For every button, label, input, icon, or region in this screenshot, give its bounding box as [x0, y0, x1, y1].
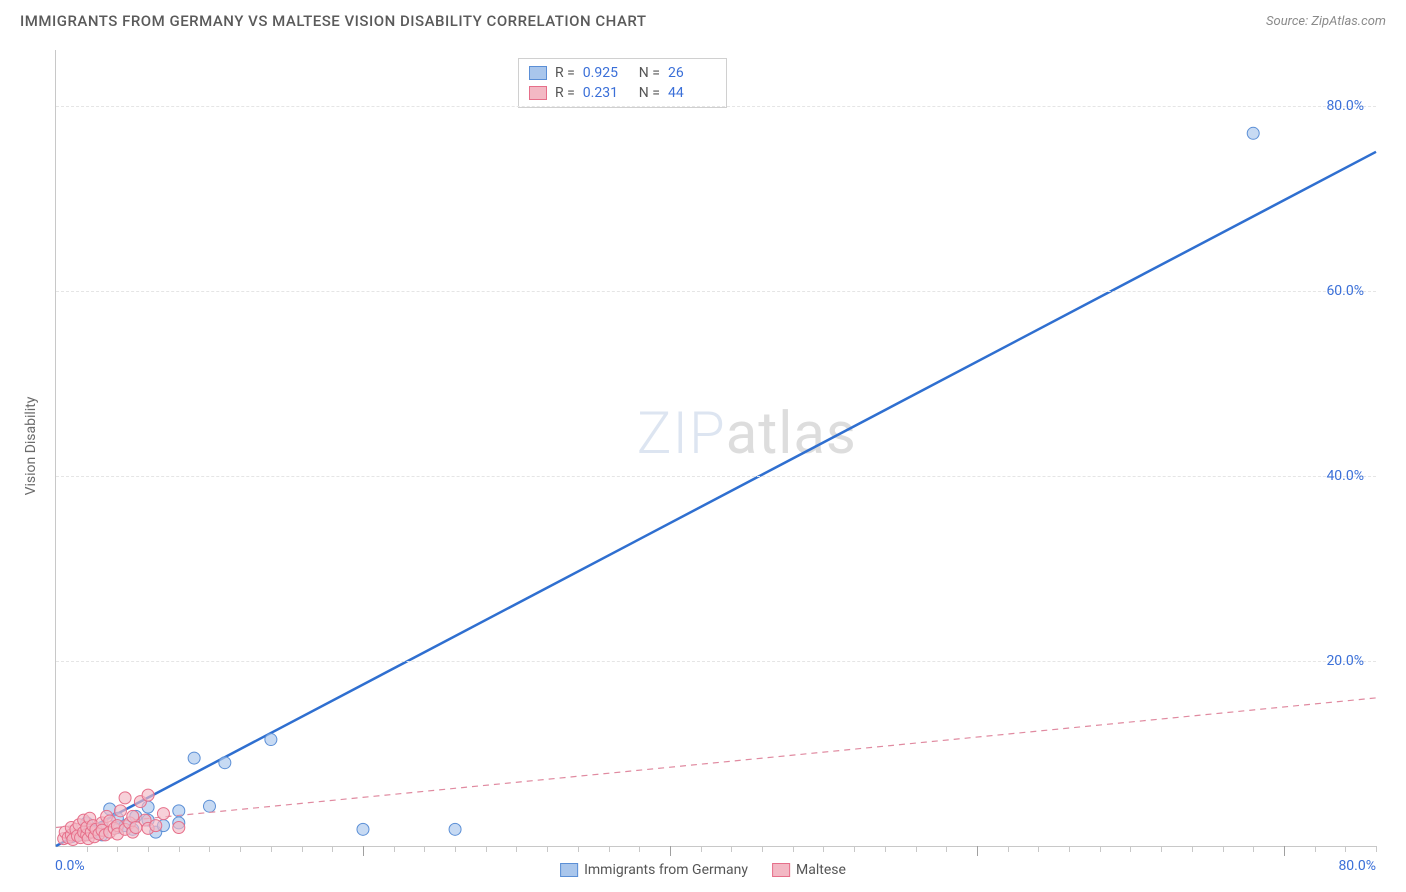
x-minor-tick	[1130, 846, 1131, 852]
x-minor-tick	[179, 846, 180, 852]
x-minor-tick	[793, 846, 794, 852]
n-label: N =	[639, 65, 660, 81]
x-minor-tick	[1345, 846, 1346, 852]
x-axis-min-label: 0.0%	[55, 858, 85, 874]
maltese-point	[127, 810, 139, 822]
x-axis-max-label: 80.0%	[1338, 858, 1376, 874]
x-minor-tick	[701, 846, 702, 852]
x-minor-tick	[1192, 846, 1193, 852]
maltese-swatch	[529, 86, 547, 100]
germany-point	[219, 757, 231, 769]
x-minor-tick	[455, 846, 456, 852]
x-minor-tick	[916, 846, 917, 852]
x-minor-tick	[1069, 846, 1070, 852]
series-legend: Immigrants from Germany Maltese	[560, 862, 846, 878]
r-label: R =	[555, 65, 575, 81]
germany-point	[1247, 127, 1259, 139]
germany-n-value: 26	[668, 65, 716, 81]
x-minor-tick	[762, 846, 763, 852]
gridline	[56, 661, 1376, 662]
gridline	[56, 476, 1376, 477]
y-axis-label: Vision Disability	[23, 397, 39, 496]
x-minor-tick	[547, 846, 548, 852]
x-minor-tick	[117, 846, 118, 852]
maltese-point	[119, 792, 131, 804]
gridline	[56, 291, 1376, 292]
x-minor-tick	[486, 846, 487, 852]
x-minor-tick	[731, 846, 732, 852]
maltese-point	[150, 820, 162, 832]
germany-point	[449, 823, 461, 835]
plot-svg	[56, 50, 1376, 846]
x-minor-tick	[332, 846, 333, 852]
r-label: R =	[555, 85, 575, 101]
x-minor-tick	[639, 846, 640, 852]
x-minor-tick	[946, 846, 947, 852]
x-major-tick	[1284, 846, 1285, 856]
maltese-n-value: 44	[668, 85, 716, 101]
x-minor-tick	[240, 846, 241, 852]
x-minor-tick	[854, 846, 855, 852]
legend-item-maltese: Maltese	[772, 862, 846, 878]
germany-trendline	[56, 152, 1376, 846]
x-major-tick	[977, 846, 978, 856]
x-minor-tick	[209, 846, 210, 852]
x-minor-tick	[578, 846, 579, 852]
chart-title: IMMIGRANTS FROM GERMANY VS MALTESE VISIO…	[20, 12, 646, 30]
y-tick-label: 20.0%	[1326, 653, 1364, 669]
legend-row-maltese: R = 0.231 N = 44	[529, 83, 716, 103]
x-minor-tick	[148, 846, 149, 852]
x-major-tick	[670, 846, 671, 856]
x-minor-tick	[1376, 846, 1377, 852]
maltese-trendline	[56, 698, 1376, 828]
source-attribution: Source: ZipAtlas.com	[1266, 14, 1386, 29]
gridline	[56, 106, 1376, 107]
chart-plot-area: ZIPatlas R =0.925N =26R =0.231N =44 20.0…	[55, 50, 1376, 847]
y-tick-label: 40.0%	[1326, 468, 1364, 484]
x-minor-tick	[1161, 846, 1162, 852]
germany-point	[188, 752, 200, 764]
x-major-tick	[363, 846, 364, 856]
x-minor-tick	[302, 846, 303, 852]
germany-point	[265, 734, 277, 746]
y-tick-label: 80.0%	[1326, 98, 1364, 114]
correlation-legend: R = 0.925 N = 26 R = 0.231 N = 44	[518, 58, 727, 108]
x-minor-tick	[885, 846, 886, 852]
x-minor-tick	[516, 846, 517, 852]
legend-item-germany: Immigrants from Germany	[560, 862, 748, 878]
maltese-series-name: Maltese	[796, 862, 846, 878]
maltese-point	[157, 808, 169, 820]
maltese-swatch-icon	[772, 863, 790, 877]
x-minor-tick	[609, 846, 610, 852]
x-minor-tick	[1100, 846, 1101, 852]
x-minor-tick	[424, 846, 425, 852]
maltese-point	[114, 805, 126, 817]
x-minor-tick	[823, 846, 824, 852]
germany-swatch-icon	[560, 863, 578, 877]
maltese-point	[173, 821, 185, 833]
x-minor-tick	[271, 846, 272, 852]
x-minor-tick	[1253, 846, 1254, 852]
germany-r-value: 0.925	[583, 65, 631, 81]
germany-point	[203, 800, 215, 812]
germany-series-name: Immigrants from Germany	[584, 862, 748, 878]
legend-row-germany: R = 0.925 N = 26	[529, 63, 716, 83]
maltese-point	[142, 789, 154, 801]
x-minor-tick	[1315, 846, 1316, 852]
germany-point	[357, 823, 369, 835]
x-minor-tick	[1038, 846, 1039, 852]
germany-swatch	[529, 66, 547, 80]
maltese-r-value: 0.231	[583, 85, 631, 101]
n-label: N =	[639, 85, 660, 101]
x-minor-tick	[394, 846, 395, 852]
y-tick-label: 60.0%	[1326, 283, 1364, 299]
x-minor-tick	[87, 846, 88, 852]
x-minor-tick	[1008, 846, 1009, 852]
x-minor-tick	[1223, 846, 1224, 852]
